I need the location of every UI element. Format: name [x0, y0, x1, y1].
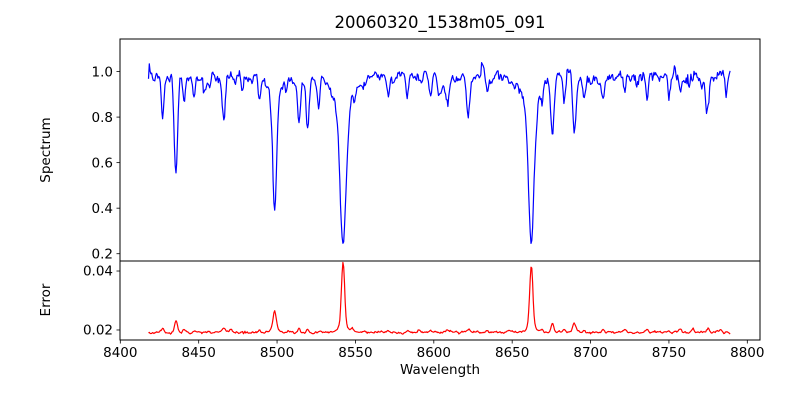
x-tick-label: 8400: [103, 345, 137, 361]
error-y-tick-label: 0.04: [83, 264, 113, 280]
x-tick-label: 8600: [417, 345, 451, 361]
x-tick-label: 8750: [652, 345, 686, 361]
spectrum-y-tick-label: 0.2: [92, 246, 113, 262]
error-line: [148, 261, 731, 335]
chart-title: 20060320_1538m05_091: [334, 13, 546, 32]
error-y-tick-label: 0.02: [83, 323, 113, 339]
spectrum-y-tick-label: 1.0: [92, 64, 113, 80]
x-tick-label: 8650: [495, 345, 529, 361]
spectrum-y-tick-label: 0.8: [92, 110, 113, 126]
spectrum-y-tick-label: 0.6: [92, 155, 113, 171]
spectrum-line: [147, 62, 731, 244]
x-tick-label: 8450: [182, 345, 216, 361]
x-tick-label: 8500: [260, 345, 294, 361]
error-axes: [119, 260, 761, 341]
x-tick-label: 8550: [338, 345, 372, 361]
spectrum-axes: [119, 38, 761, 262]
x-tick-label: 8700: [573, 345, 607, 361]
spectrum-y-tick-label: 0.4: [92, 201, 113, 217]
wavelength-axis-label: Wavelength: [399, 362, 481, 378]
x-tick-label: 8800: [730, 345, 764, 361]
